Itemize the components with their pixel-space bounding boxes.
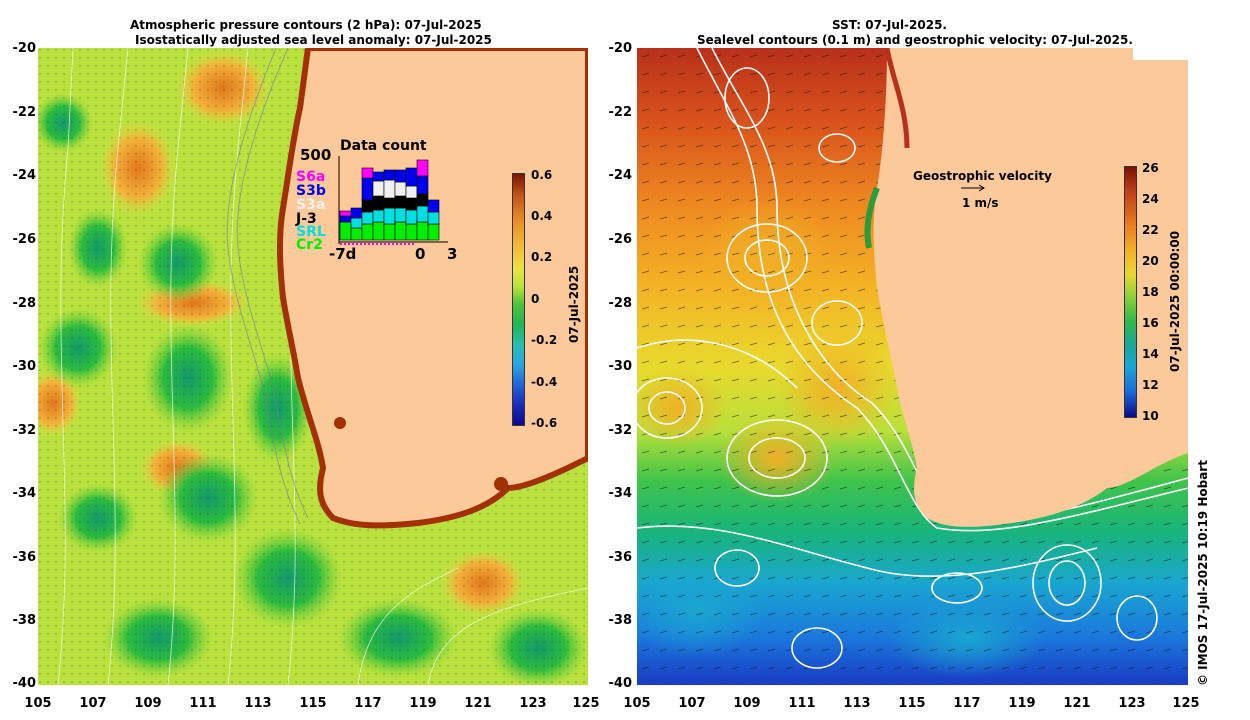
histogram-bars (339, 159, 440, 241)
right-title-line1: SST: 07-Jul-2025. (832, 18, 947, 32)
sla-cb-tick-1: 0.4 (531, 209, 553, 223)
left-lat-tick: -26 (12, 232, 37, 247)
geostrophic-legend-title: Geostrophic velocity (913, 169, 1052, 183)
sla-cb-tick-0: 0.6 (531, 168, 553, 182)
data-count-title: Data count (340, 138, 427, 154)
sla-cb-tick-5: -0.4 (531, 375, 558, 389)
data-count-axis-min: -7d (329, 245, 357, 263)
left-lat-tick: -28 (12, 296, 37, 311)
sst-colorbar-label: 07-Jul-2025 00:00:00 (1168, 230, 1182, 372)
left-lat-tick: -32 (12, 423, 37, 438)
sat-s6a: S6a (296, 169, 326, 185)
left-title-line2: Isostatically adjusted sea level anomaly… (135, 33, 492, 47)
imos-credit: © IMOS 17-Jul-2025 10:19 Hobart (1196, 460, 1210, 686)
geostrophic-legend-scale: 1 m/s (962, 196, 999, 210)
sat-s3b: S3b (296, 183, 326, 199)
right-lon-tick: 121 (1063, 696, 1091, 711)
left-lat-tick: -34 (12, 486, 37, 501)
left-lat-tick: -38 (12, 613, 37, 628)
left-lon-tick: 111 (189, 696, 217, 711)
sla-cb-tick-2: 0.2 (531, 250, 553, 264)
sst-cb-tick-5: 16 (1142, 316, 1159, 330)
sat-cr2: Cr2 (296, 237, 323, 253)
left-lon-tick: 109 (134, 696, 162, 711)
sst-cb-tick-4: 18 (1142, 285, 1159, 299)
sla-colorbar-label: 07-Jul-2025 (567, 265, 581, 343)
right-lat-tick: -22 (608, 105, 633, 120)
left-lon-tick: 125 (572, 696, 600, 711)
right-lat-tick: -38 (608, 613, 633, 628)
right-lon-tick: 115 (898, 696, 926, 711)
left-lon-tick: 105 (24, 696, 52, 711)
sst-cb-tick-8: 10 (1142, 409, 1159, 423)
sst-cb-tick-0: 26 (1142, 161, 1159, 175)
sat-j3: J-3 (296, 211, 317, 227)
sst-cb-tick-6: 14 (1142, 347, 1159, 361)
right-lon-tick: 105 (623, 696, 651, 711)
left-title-line1: Atmospheric pressure contours (2 hPa): 0… (130, 18, 482, 32)
sat-srl: SRL (296, 224, 326, 240)
left-lat-tick: -40 (12, 676, 37, 691)
right-lat-tick: -36 (608, 550, 633, 565)
data-count-axis-zero: 0 (415, 245, 426, 263)
right-lon-tick: 117 (953, 696, 981, 711)
sst-map (637, 48, 1188, 685)
left-lon-tick: 121 (464, 696, 492, 711)
right-lon-tick: 125 (1172, 696, 1200, 711)
right-lon-tick: 109 (733, 696, 761, 711)
left-lon-tick: 117 (354, 696, 382, 711)
sst-colorbar (1124, 166, 1137, 418)
sla-colorbar (512, 173, 525, 426)
left-lon-tick: 113 (244, 696, 272, 711)
right-lat-tick: -24 (608, 168, 633, 183)
left-lon-tick: 123 (519, 696, 547, 711)
left-lat-tick: -30 (12, 359, 37, 374)
right-lon-tick: 111 (788, 696, 816, 711)
sat-s3a: S3a (296, 197, 326, 213)
data-count-axis-max: 3 (447, 245, 458, 263)
left-lat-tick: -36 (12, 550, 37, 565)
left-lon-tick: 119 (409, 696, 437, 711)
right-lat-tick: -34 (608, 486, 633, 501)
sla-cb-tick-4: -0.2 (531, 333, 558, 347)
sla-cb-tick-6: -0.6 (531, 416, 558, 430)
sst-australia-land (873, 48, 1188, 527)
right-lon-tick: 123 (1118, 696, 1146, 711)
left-lat-tick: -22 (12, 105, 37, 120)
right-lat-tick: -26 (608, 232, 633, 247)
right-lon-tick: 107 (678, 696, 706, 711)
right-lat-tick: -32 (608, 423, 633, 438)
data-count-max: 500 (300, 146, 332, 164)
sla-map (38, 48, 588, 685)
sla-australia-land (276, 48, 588, 529)
right-lat-tick: -40 (608, 676, 633, 691)
left-lon-tick: 107 (79, 696, 107, 711)
right-title-line2: Sealevel contours (0.1 m) and geostrophi… (697, 33, 1133, 47)
sla-cb-tick-3: 0 (531, 292, 540, 306)
data-count-histogram (338, 156, 448, 245)
left-lon-tick: 115 (299, 696, 327, 711)
sst-cb-tick-3: 20 (1142, 254, 1159, 268)
geostrophic-arrow-icon (961, 184, 985, 192)
left-lat-tick: -20 (12, 41, 37, 56)
right-lon-tick: 119 (1008, 696, 1036, 711)
right-lat-tick: -20 (608, 41, 633, 56)
sst-cb-tick-7: 12 (1142, 378, 1159, 392)
right-lat-tick: -30 (608, 359, 633, 374)
sst-cb-tick-2: 22 (1142, 223, 1159, 237)
left-lat-tick: -24 (12, 168, 37, 183)
right-lon-tick: 113 (843, 696, 871, 711)
sst-cb-tick-1: 24 (1142, 192, 1159, 206)
right-lat-tick: -28 (608, 296, 633, 311)
